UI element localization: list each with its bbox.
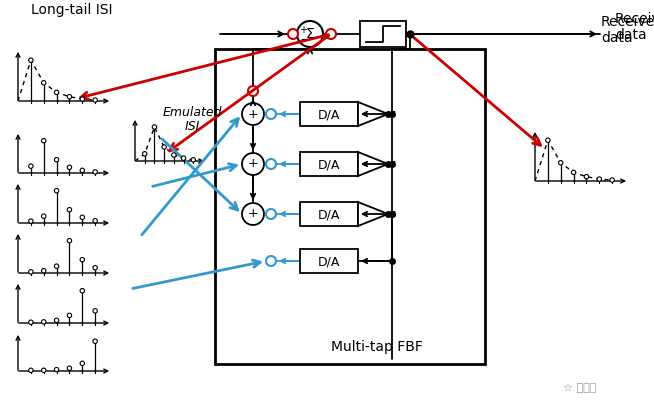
Circle shape (545, 139, 550, 143)
Circle shape (584, 175, 589, 180)
Text: Emulated: Emulated (162, 105, 222, 118)
Text: D/A: D/A (318, 208, 340, 221)
Circle shape (266, 209, 276, 220)
Bar (300, 153, 358, 177)
Text: ISI: ISI (184, 119, 199, 132)
Circle shape (29, 368, 33, 373)
Circle shape (297, 22, 323, 48)
Text: D/A: D/A (318, 255, 340, 268)
Circle shape (29, 270, 33, 274)
Text: D/A: D/A (318, 158, 340, 171)
Circle shape (41, 139, 46, 144)
Circle shape (93, 219, 97, 223)
Circle shape (80, 258, 84, 262)
Circle shape (41, 368, 46, 373)
Circle shape (67, 239, 72, 243)
Circle shape (29, 164, 33, 169)
Circle shape (181, 157, 186, 161)
Circle shape (559, 161, 563, 166)
Circle shape (266, 160, 276, 170)
Text: Received
data: Received data (615, 12, 654, 42)
Polygon shape (358, 103, 388, 127)
Circle shape (67, 95, 72, 100)
Circle shape (29, 59, 33, 63)
Text: Σ: Σ (305, 27, 315, 41)
Circle shape (67, 208, 72, 212)
Circle shape (93, 266, 97, 270)
Circle shape (54, 318, 59, 323)
Circle shape (54, 264, 59, 269)
Circle shape (248, 87, 258, 97)
Circle shape (143, 152, 147, 157)
Text: Multi-tap FBF: Multi-tap FBF (331, 339, 423, 353)
Circle shape (41, 320, 46, 324)
Text: +: + (248, 207, 258, 220)
Circle shape (610, 178, 614, 183)
Circle shape (41, 214, 46, 219)
Circle shape (67, 366, 72, 371)
Circle shape (29, 219, 33, 224)
Circle shape (93, 339, 97, 344)
Text: Long-tail ISI: Long-tail ISI (31, 3, 112, 17)
Circle shape (191, 158, 196, 163)
Circle shape (80, 289, 84, 293)
Text: D/A: D/A (318, 108, 340, 121)
Text: +: + (248, 157, 258, 170)
Circle shape (29, 320, 33, 325)
Circle shape (67, 166, 72, 170)
Text: -: - (301, 34, 305, 46)
Circle shape (597, 178, 602, 182)
Circle shape (572, 171, 576, 175)
Circle shape (54, 158, 59, 162)
Text: Received
data: Received data (601, 15, 654, 45)
Text: +: + (299, 25, 307, 35)
Circle shape (80, 169, 84, 173)
Bar (300, 103, 358, 127)
Circle shape (326, 30, 336, 40)
Circle shape (80, 98, 84, 102)
Circle shape (288, 30, 298, 40)
Bar (215, 50, 485, 364)
Circle shape (162, 146, 166, 150)
Bar (300, 202, 358, 227)
Polygon shape (358, 202, 388, 227)
Circle shape (93, 309, 97, 313)
Polygon shape (358, 153, 388, 177)
Bar (300, 249, 358, 273)
Circle shape (266, 110, 276, 120)
Circle shape (54, 91, 59, 95)
Circle shape (171, 153, 176, 158)
Circle shape (93, 170, 97, 175)
Circle shape (242, 154, 264, 175)
Circle shape (80, 216, 84, 220)
Circle shape (67, 313, 72, 318)
Circle shape (54, 368, 59, 372)
Text: ☆ 电子汇: ☆ 电子汇 (563, 382, 596, 392)
Circle shape (41, 81, 46, 86)
Circle shape (242, 104, 264, 126)
Circle shape (93, 99, 97, 103)
Bar (360, 22, 406, 48)
Circle shape (242, 204, 264, 225)
Circle shape (54, 189, 59, 193)
Circle shape (266, 256, 276, 266)
Circle shape (80, 361, 84, 366)
Text: +: + (248, 107, 258, 120)
Circle shape (152, 126, 156, 130)
Circle shape (41, 269, 46, 273)
